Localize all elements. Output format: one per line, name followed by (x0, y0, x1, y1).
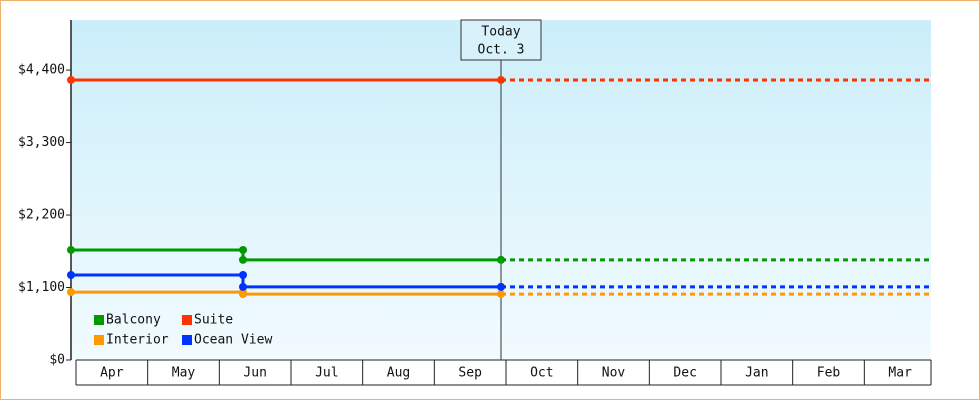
legend-swatch (94, 335, 104, 345)
y-tick-label: $4,400 (18, 63, 65, 78)
legend-label: Ocean View (194, 333, 272, 348)
series-line (71, 273, 501, 289)
legend-swatch (182, 335, 192, 345)
x-tick-label: Dec (673, 366, 696, 381)
today-box (460, 19, 542, 61)
point (497, 290, 505, 299)
x-tick-label: Jan (745, 366, 768, 381)
point (67, 75, 75, 84)
x-tick-label: Aug (387, 366, 410, 381)
point (239, 245, 247, 254)
point (67, 245, 75, 254)
point (239, 282, 247, 291)
y-tick-label: $3,300 (18, 135, 65, 150)
legend-swatch (94, 315, 104, 325)
x-tick-label: Mar (888, 366, 912, 381)
x-tick-label: Oct (530, 366, 553, 381)
x-tick-label: Sep (458, 366, 482, 381)
point (497, 282, 505, 291)
point (239, 271, 247, 279)
x-tick-label: May (172, 366, 196, 381)
point (497, 75, 505, 84)
point (67, 271, 75, 279)
y-tick-label: $0 (49, 353, 65, 368)
point (239, 255, 247, 264)
point (497, 255, 505, 264)
x-tick-label: Jun (243, 366, 266, 381)
legend-label: Suite (194, 313, 233, 328)
today-label: Today (481, 25, 520, 40)
legend-label: Interior (106, 333, 169, 348)
x-tick-label: Apr (100, 366, 124, 381)
legend-swatch (182, 315, 192, 325)
x-tick-label: Feb (817, 366, 841, 381)
y-tick-label: $2,200 (18, 208, 65, 223)
point (239, 290, 247, 299)
legend-label: Balcony (106, 313, 161, 328)
point (67, 288, 75, 297)
x-tick-label: Jul (315, 366, 338, 381)
y-tick-label: $1,100 (18, 280, 65, 295)
today-label: Oct. 3 (478, 43, 525, 58)
x-tick-label: Nov (602, 366, 626, 381)
series-line (71, 248, 501, 262)
